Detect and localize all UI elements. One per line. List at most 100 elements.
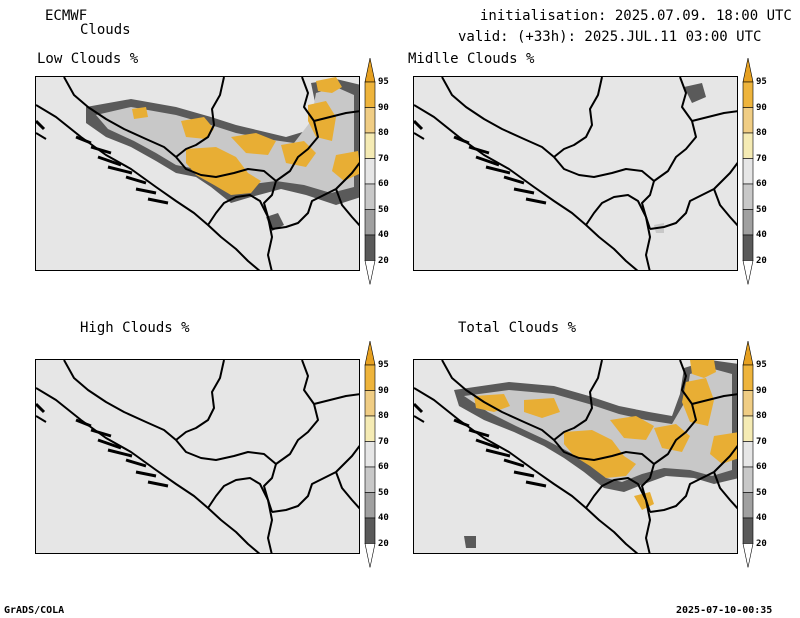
colorbar-level-label: 50	[756, 204, 767, 215]
colorbar-box	[364, 466, 376, 493]
colorbar-level-label: 95	[378, 77, 389, 87]
colorbar-top-arrow	[742, 58, 754, 83]
colorbar-level-label: 40	[756, 513, 767, 523]
colorbar-level-label: 90	[378, 102, 389, 113]
island	[107, 165, 133, 175]
colorbar-top-arrow	[364, 341, 376, 366]
island	[135, 470, 157, 478]
colorbar-level-label: 70	[756, 153, 767, 164]
island	[97, 438, 122, 450]
cloud-area	[654, 424, 690, 452]
island	[475, 438, 500, 450]
cloud-area	[684, 83, 706, 103]
border-croatia-hungary	[553, 77, 603, 158]
colorbar-box	[742, 107, 754, 134]
border-montenegro	[585, 477, 647, 509]
colorbar-level-label: 60	[756, 179, 767, 189]
colorbar-bottom-arrow	[742, 543, 754, 568]
border-croatia-hungary	[175, 360, 225, 441]
colorbar-level-label: 50	[756, 487, 767, 498]
island	[75, 418, 92, 428]
panel-title-high: High Clouds %	[80, 320, 190, 336]
colorbar-box	[364, 158, 376, 185]
island	[468, 428, 490, 438]
colorbar-level-label: 60	[756, 462, 767, 472]
border-montenegro	[207, 477, 269, 509]
cloud-area	[231, 133, 276, 155]
island	[36, 119, 46, 131]
colorbar-box	[742, 415, 754, 442]
colorbar-level-label: 20	[378, 538, 389, 549]
colorbar-box	[364, 390, 376, 417]
island	[147, 197, 169, 205]
map-low-svg	[36, 77, 359, 270]
coastline	[414, 104, 639, 270]
border-bulgaria	[713, 471, 737, 510]
island	[414, 119, 424, 131]
island	[36, 415, 47, 423]
product-label: Clouds	[80, 22, 131, 38]
colorbar-box	[364, 415, 376, 442]
cloud-area	[564, 430, 636, 478]
colorbar-box	[742, 132, 754, 159]
colorbar-level-label: 90	[378, 385, 389, 396]
border-albania	[267, 216, 273, 270]
border-romania	[691, 393, 737, 405]
cloud-area	[610, 416, 654, 440]
colorbar-box	[742, 466, 754, 493]
panel-title-low: Low Clouds %	[37, 51, 139, 67]
footer-software: GrADS/COLA	[4, 605, 65, 616]
island	[453, 418, 470, 428]
map-low-clouds	[35, 76, 360, 271]
border-bosnia	[553, 439, 655, 513]
colorbar-level-label: 60	[378, 462, 389, 472]
initialisation-label: initialisation: 2025.07.09. 18:00 UTC	[480, 8, 792, 24]
map-middle-svg	[414, 77, 737, 270]
border-romania	[313, 110, 359, 122]
colorbar-bottom-arrow	[364, 260, 376, 285]
border-serbia-west	[653, 360, 697, 465]
panel-title-middle: Midlle Clouds %	[408, 51, 535, 67]
cloud-area	[690, 360, 716, 378]
colorbar-box	[364, 234, 376, 261]
border-croatia-hungary	[553, 360, 603, 441]
coastline	[36, 104, 261, 270]
colorbar-box	[742, 234, 754, 261]
colorbar-bottom-left: 95 90 80 70 60 50 40 20	[364, 341, 409, 577]
border-serbia-south	[271, 162, 359, 230]
cloud-area	[186, 147, 261, 195]
model-label: ECMWF	[45, 8, 88, 24]
cloud-area	[132, 107, 148, 119]
island	[414, 415, 425, 423]
colorbar-box	[742, 441, 754, 468]
island	[525, 480, 547, 488]
footer-timestamp: 2025-07-10-00:35	[676, 605, 773, 616]
border-montenegro	[585, 194, 647, 226]
colorbar-level-label: 80	[756, 128, 767, 138]
colorbar-bottom-arrow	[742, 260, 754, 285]
coastline	[36, 387, 261, 553]
cloud-area	[474, 394, 510, 412]
border-serbia-south	[649, 445, 737, 513]
island	[107, 448, 133, 458]
colorbar-box	[742, 390, 754, 417]
border-bulgaria	[335, 188, 359, 227]
colorbar-svg	[742, 58, 754, 285]
colorbar-level-label: 40	[756, 230, 767, 240]
border-slovenia-croatia	[63, 360, 177, 441]
colorbar-box	[742, 81, 754, 108]
border-bosnia	[175, 439, 277, 513]
border-serbia-west	[653, 77, 697, 182]
colorbar-box	[742, 364, 754, 391]
cloud-area	[96, 87, 354, 193]
colorbar-box	[364, 209, 376, 236]
colorbar-box	[364, 492, 376, 519]
border-serbia-south	[649, 162, 737, 230]
island	[36, 132, 47, 140]
colorbar-box	[742, 158, 754, 185]
colorbar-level-label: 95	[756, 360, 767, 370]
border-bulgaria	[713, 188, 737, 227]
colorbar-level-label: 70	[378, 436, 389, 447]
island	[525, 197, 547, 205]
island	[503, 458, 525, 468]
